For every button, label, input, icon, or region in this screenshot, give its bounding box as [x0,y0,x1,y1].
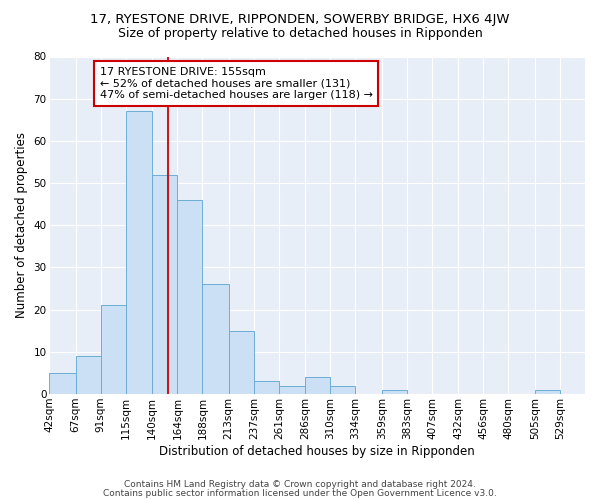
Text: Size of property relative to detached houses in Ripponden: Size of property relative to detached ho… [118,28,482,40]
Bar [382,390,407,394]
Bar [254,382,279,394]
Bar [76,356,101,394]
Bar [305,377,331,394]
Text: 17 RYESTONE DRIVE: 155sqm
← 52% of detached houses are smaller (131)
47% of semi: 17 RYESTONE DRIVE: 155sqm ← 52% of detac… [100,67,373,100]
Bar [126,112,152,394]
Y-axis label: Number of detached properties: Number of detached properties [15,132,28,318]
Text: 17, RYESTONE DRIVE, RIPPONDEN, SOWERBY BRIDGE, HX6 4JW: 17, RYESTONE DRIVE, RIPPONDEN, SOWERBY B… [90,12,510,26]
Bar [279,386,305,394]
X-axis label: Distribution of detached houses by size in Ripponden: Distribution of detached houses by size … [160,444,475,458]
Bar [229,331,254,394]
Bar [331,386,355,394]
Bar [535,390,560,394]
Bar [101,306,126,394]
Text: Contains public sector information licensed under the Open Government Licence v3: Contains public sector information licen… [103,488,497,498]
Bar [202,284,229,394]
Text: Contains HM Land Registry data © Crown copyright and database right 2024.: Contains HM Land Registry data © Crown c… [124,480,476,489]
Bar [49,373,76,394]
Bar [152,174,178,394]
Bar [178,200,202,394]
